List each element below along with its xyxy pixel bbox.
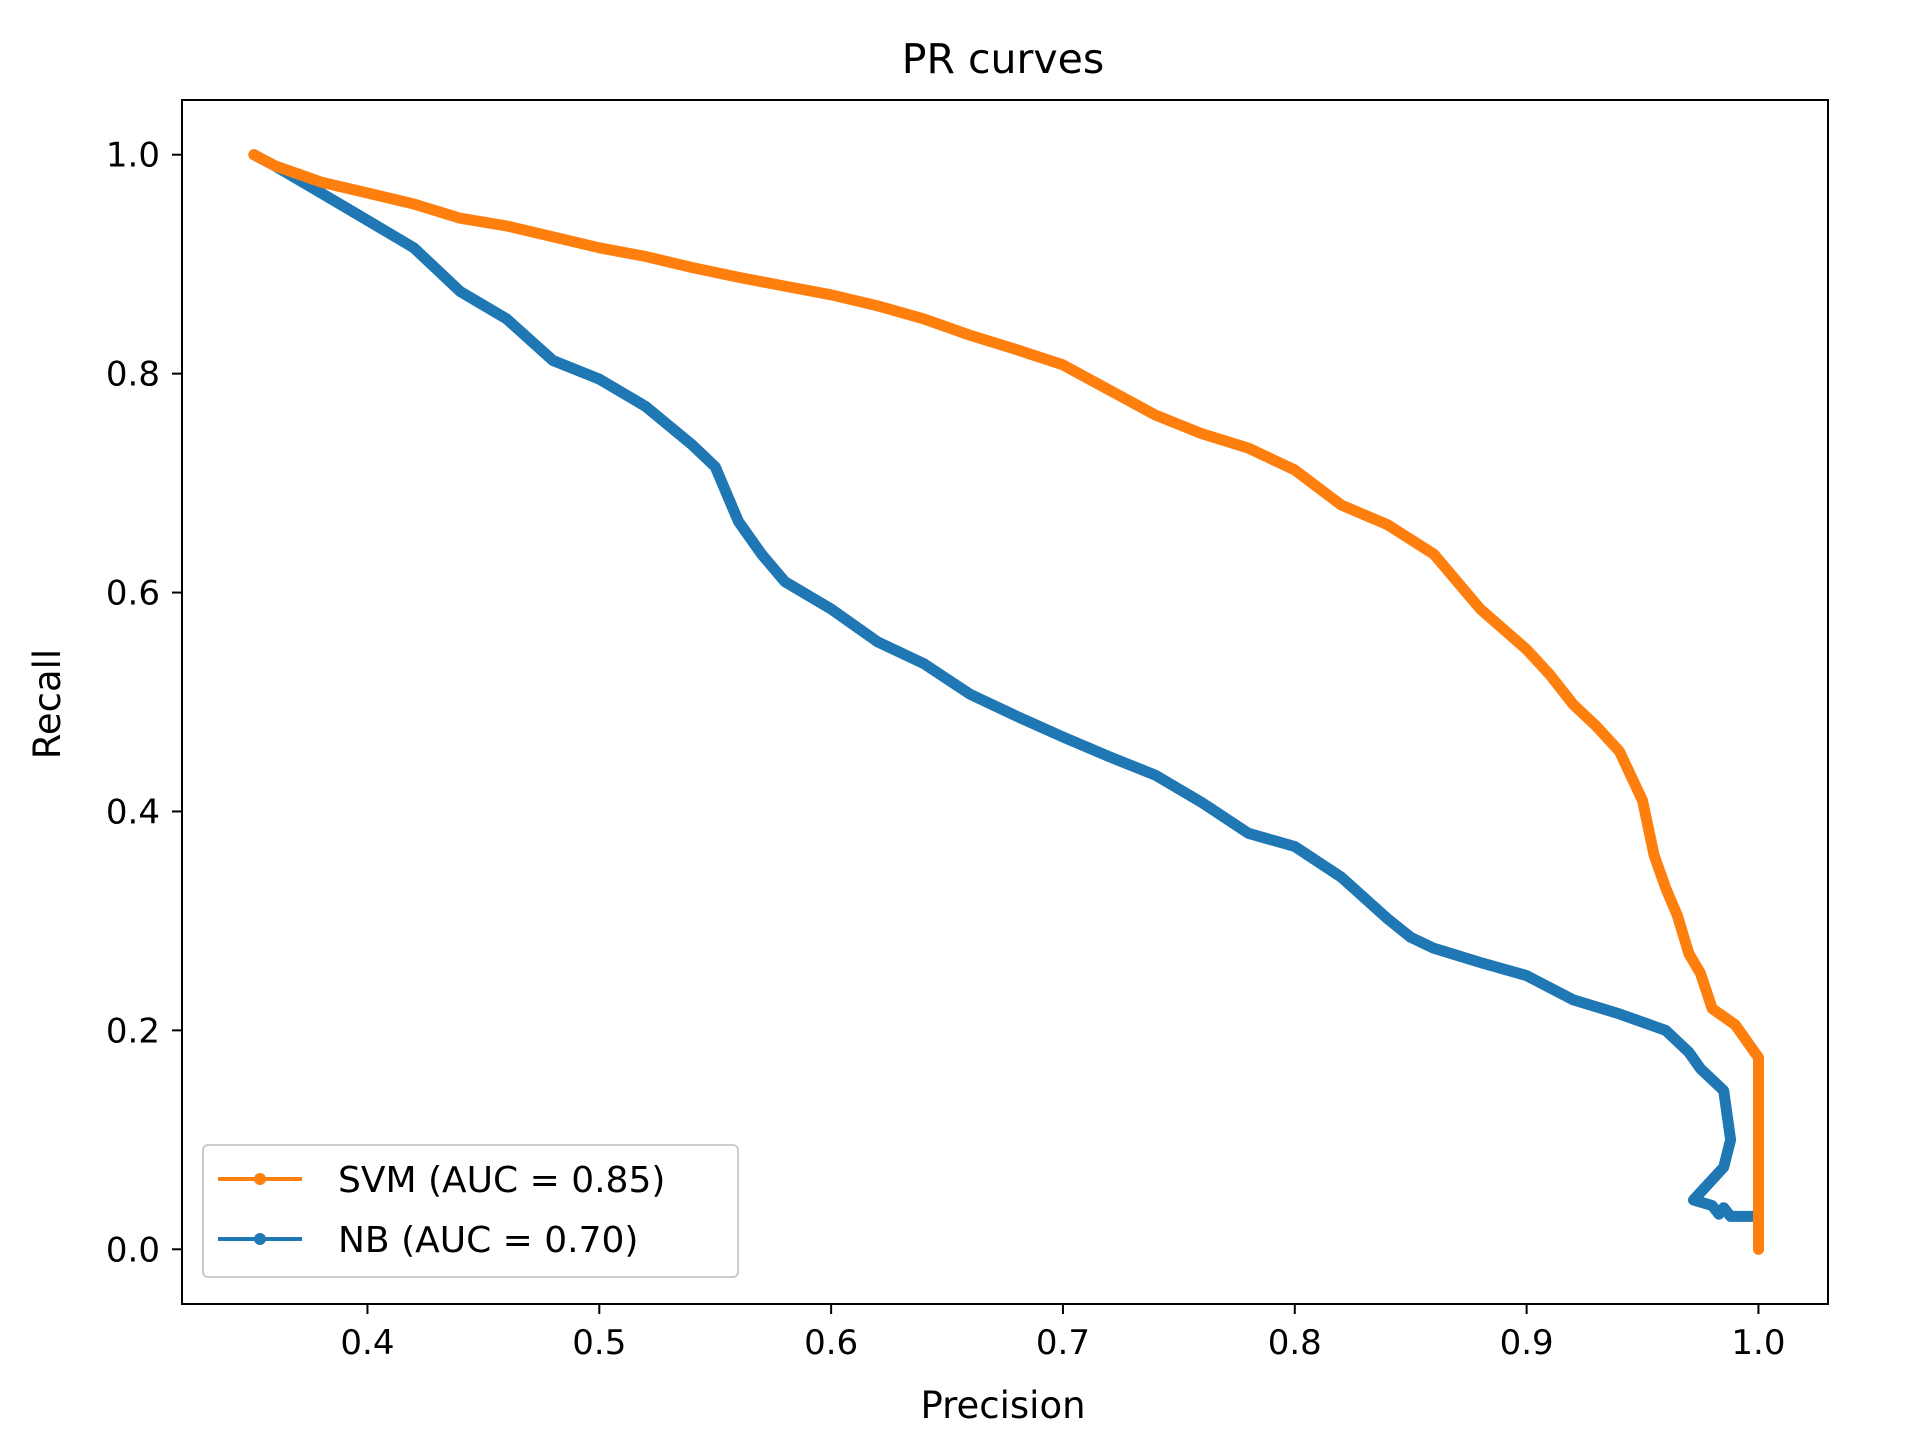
x-axis-ticks: 0.4 0.5 0.6 0.7 0.8 0.9 1.0 — [340, 1304, 1785, 1363]
x-tick-label: 0.8 — [1268, 1323, 1322, 1363]
x-tick-label: 0.4 — [340, 1323, 394, 1363]
legend-box — [202, 1144, 739, 1278]
legend: SVM (AUC = 0.85) NB (AUC = 0.70) — [202, 1144, 739, 1278]
y-tick-label: 0.4 — [106, 792, 160, 832]
y-tick-label: 0.0 — [106, 1230, 160, 1270]
legend-dot-nb — [254, 1233, 266, 1245]
legend-label-svm: SVM (AUC = 0.85) — [338, 1160, 665, 1201]
plot-frame — [181, 99, 1829, 1305]
legend-label-nb: NB (AUC = 0.70) — [338, 1220, 638, 1261]
y-tick-label: 0.2 — [106, 1011, 160, 1051]
chart-title: PR curves — [902, 35, 1104, 83]
y-tick-label: 1.0 — [106, 136, 160, 176]
x-tick-label: 0.9 — [1500, 1323, 1554, 1363]
y-axis-label: Recall — [26, 649, 69, 759]
series-line-nb — [248, 149, 1764, 1222]
legend-dot-svm — [254, 1173, 266, 1185]
series-line-svm — [248, 149, 1764, 1255]
x-tick-label: 0.5 — [572, 1323, 626, 1363]
x-tick-label: 0.7 — [1036, 1323, 1090, 1363]
y-axis-ticks: 0.0 0.2 0.4 0.6 0.8 1.0 — [106, 136, 182, 1270]
x-tick-label: 0.6 — [804, 1323, 858, 1363]
y-tick-label: 0.8 — [106, 355, 160, 395]
y-tick-label: 0.6 — [106, 574, 160, 614]
x-axis-label: Precision — [920, 1384, 1085, 1427]
x-tick-label: 1.0 — [1731, 1323, 1785, 1363]
series-layer — [248, 149, 1764, 1255]
